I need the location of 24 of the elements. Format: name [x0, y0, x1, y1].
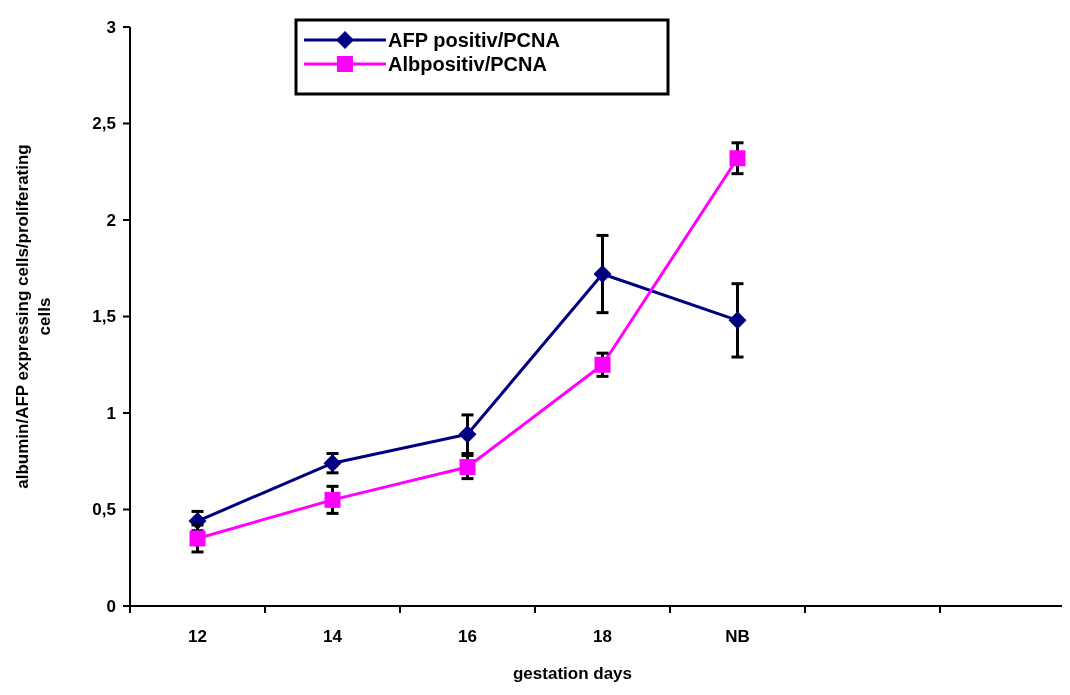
point	[459, 459, 476, 476]
x-tick-label: NB	[725, 627, 750, 646]
y-tick-label: 1,5	[92, 307, 116, 327]
x-tick-label: 16	[458, 627, 477, 646]
point	[324, 491, 341, 508]
y-tick-label: 2,5	[92, 114, 116, 134]
y-tick-label: 1	[106, 403, 116, 423]
y-tick-label: 0	[106, 596, 116, 616]
point	[728, 311, 747, 330]
x-tick-label: 12	[188, 627, 207, 646]
point	[729, 150, 746, 167]
point	[594, 356, 611, 373]
legend-label: AFP positiv/PCNA	[388, 29, 560, 51]
point	[458, 425, 477, 444]
x-axis-title: gestation days	[512, 664, 633, 683]
y-tick-label: 2	[106, 210, 116, 230]
x-tick-label: 14	[323, 627, 343, 646]
legend-label: Albpositiv/PCNA	[388, 53, 547, 75]
y-tick-label: 3	[106, 17, 116, 37]
y-axis-title: albumin/AFP expressing cells/proliferating cells	[13, 144, 54, 489]
point	[189, 530, 206, 547]
point	[593, 265, 612, 284]
x-tick-label: 18	[593, 627, 612, 646]
y-tick-label: 0,5	[92, 500, 116, 520]
